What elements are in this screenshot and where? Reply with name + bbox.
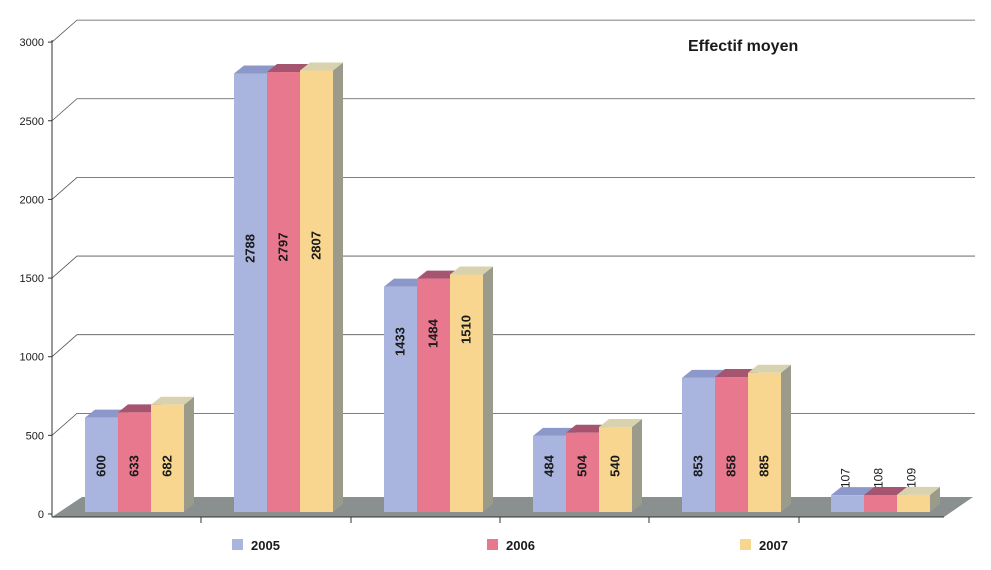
y-tick-label: 1500 — [20, 273, 44, 285]
data-label: 108 — [872, 468, 886, 488]
bar-top — [151, 396, 194, 405]
gridline — [51, 98, 975, 122]
bar — [599, 427, 632, 512]
bar — [384, 286, 417, 512]
bar — [533, 435, 566, 512]
legend-swatch — [487, 539, 498, 550]
y-tick-label: 3000 — [20, 37, 44, 49]
y-tick-label: 500 — [26, 430, 44, 442]
gridline — [51, 255, 975, 279]
bar-top — [85, 409, 128, 418]
bar — [417, 278, 450, 512]
gridline — [51, 412, 975, 436]
legend-swatch — [740, 539, 751, 550]
legend-label: 2005 — [251, 538, 280, 553]
legend-label: 2007 — [759, 538, 788, 553]
bar-top — [864, 487, 907, 496]
bar-top — [682, 369, 725, 378]
bar — [118, 412, 151, 512]
legend: 2005 2006 2007 — [232, 538, 788, 553]
bar — [566, 432, 599, 512]
bar-side — [483, 266, 493, 512]
bar-top — [450, 266, 493, 275]
data-label: 504 — [575, 454, 590, 476]
gridline — [51, 334, 975, 358]
bar — [85, 417, 118, 512]
x-axis — [52, 516, 944, 523]
bar-top — [300, 62, 343, 71]
bar-top — [533, 427, 576, 436]
data-label: 540 — [608, 455, 623, 477]
bar-top — [267, 64, 310, 73]
data-label: 853 — [691, 455, 706, 477]
data-label: 1484 — [426, 318, 441, 348]
bar — [682, 377, 715, 512]
data-label: 1433 — [393, 327, 408, 356]
bar — [450, 274, 483, 512]
bars: 600 2788 1433 484 853 107 633 2797 1484 504 858 108… — [85, 62, 940, 513]
data-label: 858 — [724, 455, 739, 477]
bar — [864, 495, 897, 512]
legend-label: 2006 — [506, 538, 535, 553]
bar — [267, 72, 300, 513]
bar — [300, 70, 333, 513]
data-label: 109 — [905, 468, 919, 488]
data-label: 2788 — [243, 234, 258, 263]
bar-top — [566, 424, 609, 433]
gridline — [51, 176, 975, 200]
bar-top — [417, 270, 460, 279]
data-label: 484 — [542, 454, 557, 476]
bar-side — [184, 396, 194, 512]
bar-top — [384, 278, 427, 287]
gridline — [51, 19, 975, 43]
y-tick-label: 1000 — [20, 352, 44, 364]
bar — [831, 495, 864, 512]
bar-side — [632, 419, 642, 512]
bar-top — [748, 364, 791, 373]
bar-side — [930, 486, 940, 512]
bar-side — [333, 62, 343, 513]
legend-swatch — [232, 539, 243, 550]
data-label: 885 — [757, 455, 772, 477]
bar — [151, 404, 184, 512]
data-label: 682 — [160, 455, 175, 477]
y-axis: 0 500 1000 1500 2000 2500 3000 — [20, 37, 53, 521]
bar — [748, 372, 781, 512]
bar — [715, 377, 748, 512]
bar-top — [715, 369, 758, 378]
bar-top — [599, 419, 642, 428]
data-label: 633 — [127, 455, 142, 477]
data-label: 600 — [94, 455, 109, 477]
bar-side — [781, 364, 791, 512]
data-label: 107 — [839, 468, 853, 488]
bar-top — [831, 487, 874, 496]
grid-lines — [51, 19, 975, 436]
data-label: 2807 — [309, 231, 324, 260]
data-label: 1510 — [459, 315, 474, 344]
bar-top — [118, 404, 161, 413]
bar — [234, 73, 267, 512]
data-label: 2797 — [276, 233, 291, 262]
bar-top — [897, 486, 940, 495]
bar-top — [234, 65, 277, 74]
bar — [897, 494, 930, 512]
y-tick-label: 2500 — [20, 116, 44, 128]
y-tick-label: 0 — [38, 509, 44, 521]
y-tick-label: 2000 — [20, 194, 44, 206]
chart-title: Effectif moyen — [688, 38, 798, 55]
